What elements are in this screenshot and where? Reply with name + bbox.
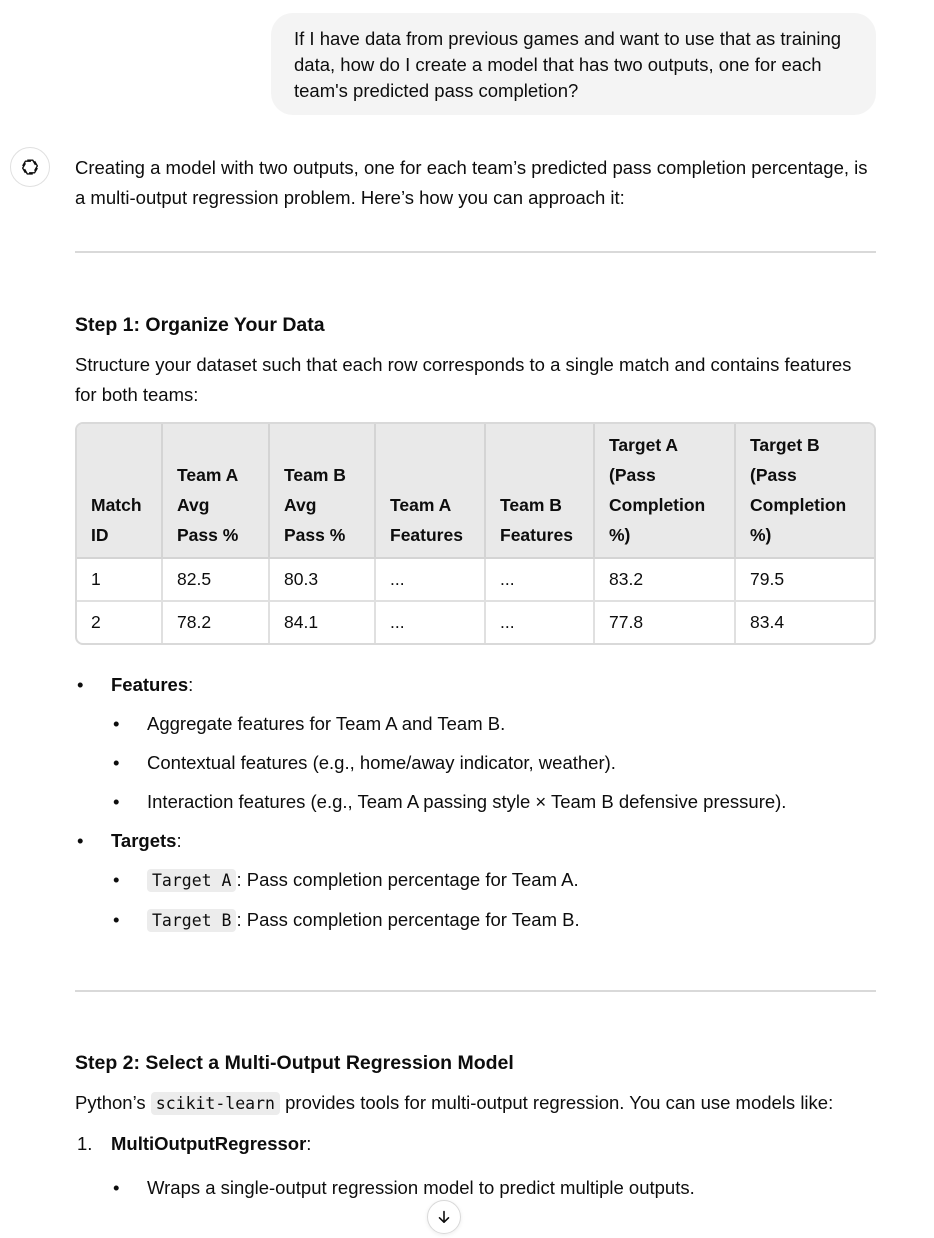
table-cell: ...: [376, 559, 486, 602]
step1-description: Structure your dataset such that each ro…: [75, 354, 852, 405]
assistant-response: Creating a model with two outputs, one f…: [75, 153, 876, 1201]
dataset-table: Match ID Team A Avg Pass % Team B Avg Pa…: [75, 422, 876, 645]
step2-text: provides tools for multi-output regressi…: [279, 1092, 834, 1113]
table-cell: 83.4: [750, 612, 785, 632]
section-divider: [75, 251, 876, 253]
user-message-bubble: If I have data from previous games and w…: [271, 13, 876, 115]
table-header-cell: Target A (Pass Completion %): [595, 424, 736, 559]
step1-heading: Step 1: Organize Your Data: [75, 314, 325, 336]
list-item: 1. MultiOutputRegressor: • Wraps a single…: [75, 1131, 876, 1201]
step2-heading: Step 2: Select a Multi-Output Regression…: [75, 1052, 514, 1074]
table-cell: 79.5: [736, 559, 874, 602]
table-cell: 82.5: [163, 559, 270, 602]
table-cell: 78.2: [163, 602, 270, 643]
table-header-cell: Team B Avg Pass %: [270, 424, 376, 559]
targets-sublist: • Target A: Pass completion percentage fo…: [75, 867, 876, 934]
table-header-cell: Team B Features: [486, 424, 595, 559]
step2-numbered-list: 1. MultiOutputRegressor: • Wraps a single…: [75, 1131, 876, 1201]
table-cell: ...: [486, 602, 595, 643]
targets-label: Targets: [111, 830, 177, 851]
table-cell: 83.2: [595, 559, 736, 602]
table-cell: ...: [376, 602, 486, 643]
assistant-avatar: [10, 147, 50, 187]
target-text: : Pass completion percentage for Team B.: [236, 909, 580, 930]
model-description: Wraps a single-output regression model t…: [147, 1177, 695, 1198]
list-item: • Interaction features (e.g., Team A pass…: [113, 791, 787, 812]
list-item: • Wraps a single-output regression model …: [113, 1177, 695, 1198]
inline-code: scikit-learn: [150, 1092, 280, 1115]
table-cell: ...: [486, 559, 595, 602]
table-header-row: Match ID Team A Avg Pass % Team B Avg Pa…: [77, 424, 874, 559]
section-divider: [75, 990, 876, 992]
scroll-to-bottom-button[interactable]: [427, 1200, 461, 1234]
table-cell: 2: [77, 602, 163, 643]
target-text: : Pass completion percentage for Team A.: [236, 869, 579, 890]
model-sublist: • Wraps a single-output regression model …: [75, 1175, 876, 1201]
step2-text: Python’s: [75, 1092, 151, 1113]
openai-logo-icon: [21, 159, 39, 175]
list-item: • Contextual features (e.g., home/away in…: [113, 752, 616, 773]
step2-description: Python’s scikit-learn provides tools for…: [75, 1088, 876, 1119]
list-number: 1.: [77, 1133, 93, 1154]
intro-paragraph: Creating a model with two outputs, one f…: [75, 157, 868, 208]
model-label: MultiOutputRegressor: [111, 1133, 307, 1154]
table-header-cell: Team A Avg Pass %: [163, 424, 270, 559]
table-cell: 84.1: [270, 602, 376, 643]
arrow-down-icon: [438, 1210, 450, 1223]
table-row: 1 82.5 80.3 ... ... 83.2 79.5: [77, 559, 874, 602]
step1-bullet-list: • Features: • Aggregate features for Team…: [75, 672, 876, 934]
feature-text: Contextual features (e.g., home/away ind…: [147, 752, 616, 773]
table-cell: 1: [77, 559, 163, 602]
features-label: Features: [111, 674, 189, 695]
feature-text: Aggregate features for Team A and Team B…: [147, 713, 506, 734]
user-message-text: If I have data from previous games and w…: [294, 28, 842, 101]
inline-code: Target B: [147, 909, 237, 932]
table-row: 2 78.2 84.1 ... ... 77.8 83.4: [77, 602, 874, 643]
feature-text: Interaction features (e.g., Team A passi…: [147, 791, 787, 812]
inline-code: Target A: [147, 869, 237, 892]
list-item: • Aggregate features for Team A and Team …: [113, 713, 506, 734]
list-item: • Targets: • Target A: Pass completion pe…: [75, 828, 876, 934]
table-header-cell: Match ID: [77, 424, 163, 559]
features-sublist: • Aggregate features for Team A and Team …: [75, 711, 876, 815]
table-cell: 80.3: [270, 559, 376, 602]
list-item: • Target A: Pass completion percentage fo…: [113, 869, 579, 892]
table-cell: 77.8: [595, 602, 736, 643]
list-item: • Features: • Aggregate features for Team…: [75, 672, 876, 815]
table-header-cell: Target B (Pass Completion %): [736, 424, 874, 559]
table-header-cell: Team A Features: [376, 424, 486, 559]
list-item: • Target B: Pass completion percentage fo…: [113, 909, 580, 932]
